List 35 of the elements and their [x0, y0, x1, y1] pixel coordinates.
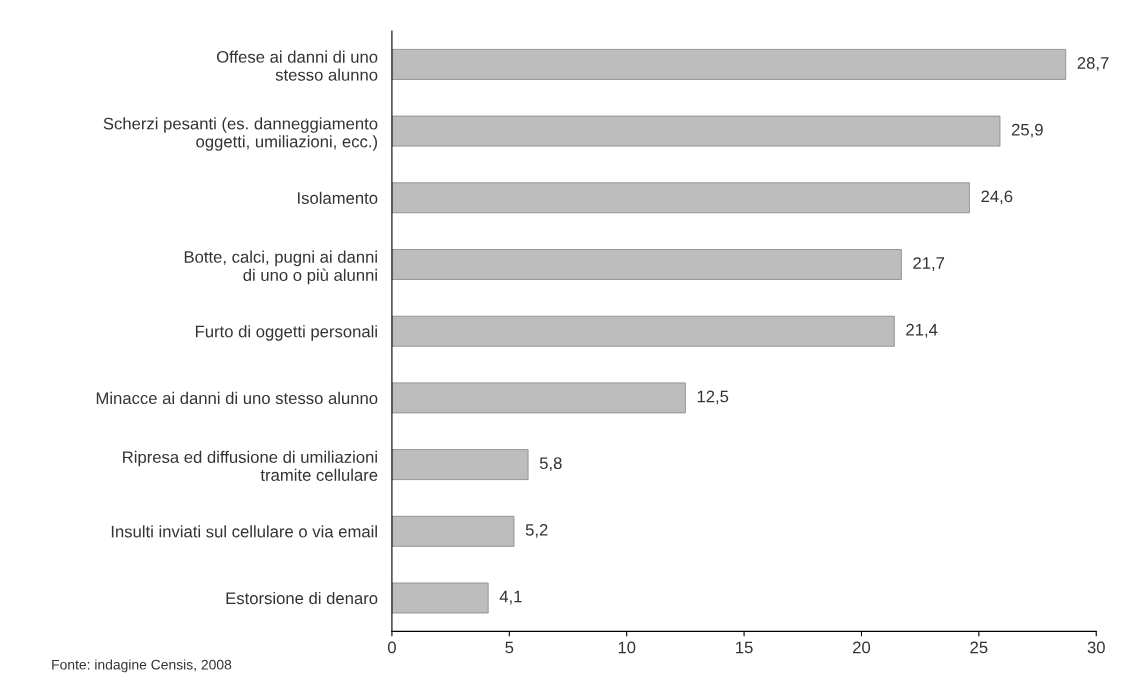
source-note: Fonte: indagine Censis, 2008	[52, 659, 232, 673]
y-tick-label: Minacce ai danni di uno stesso alunno	[96, 391, 378, 405]
y-tick-label: Isolamento	[298, 191, 378, 204]
data-label: 4,1	[499, 590, 522, 605]
data-label: 21,7	[913, 257, 945, 271]
bar	[391, 449, 529, 481]
bar	[391, 382, 686, 414]
data-label: 5,2	[525, 523, 548, 538]
bar	[391, 249, 902, 280]
x-tick-label: 30	[1087, 641, 1105, 654]
y-tick-label: Furto di oggetti personali	[195, 325, 377, 341]
y-tick-label: Botte, calci, pugni ai danni di uno o più alunni	[184, 250, 377, 285]
x-tick-label: 15	[736, 641, 753, 654]
x-tick-label: 20	[853, 641, 871, 654]
y-tick-label: Ripresa ed diffusione di umiliazioni tramite cellulare	[123, 450, 378, 481]
y-tick-label: Scherzi pesanti (es. danneggiamento oggetti, umiliazioni, ecc.)	[103, 117, 378, 151]
bar	[391, 315, 895, 347]
data-label: 21,4	[906, 323, 938, 338]
bar	[391, 48, 1067, 80]
y-tick-label: Insulti inviati sul cellulare o via email	[111, 525, 377, 538]
y-tick-label: Estorsione di denaro	[226, 591, 378, 605]
bar	[391, 115, 1001, 147]
bar	[391, 515, 515, 547]
data-label: 12,5	[697, 390, 729, 405]
bar	[391, 582, 489, 614]
y-tick-label: Offese ai danni di uno stesso alunno	[216, 50, 378, 81]
x-tick-label: 10	[618, 641, 636, 654]
data-label: 5,8	[539, 457, 562, 472]
data-label: 28,7	[1077, 57, 1109, 71]
x-tick-label: 0	[387, 641, 396, 654]
data-label: 25,9	[1011, 123, 1043, 138]
x-tick-label: 25	[970, 641, 988, 654]
x-tick-label: 5	[505, 641, 514, 654]
bar	[391, 182, 970, 214]
data-label: 24,6	[981, 190, 1013, 205]
